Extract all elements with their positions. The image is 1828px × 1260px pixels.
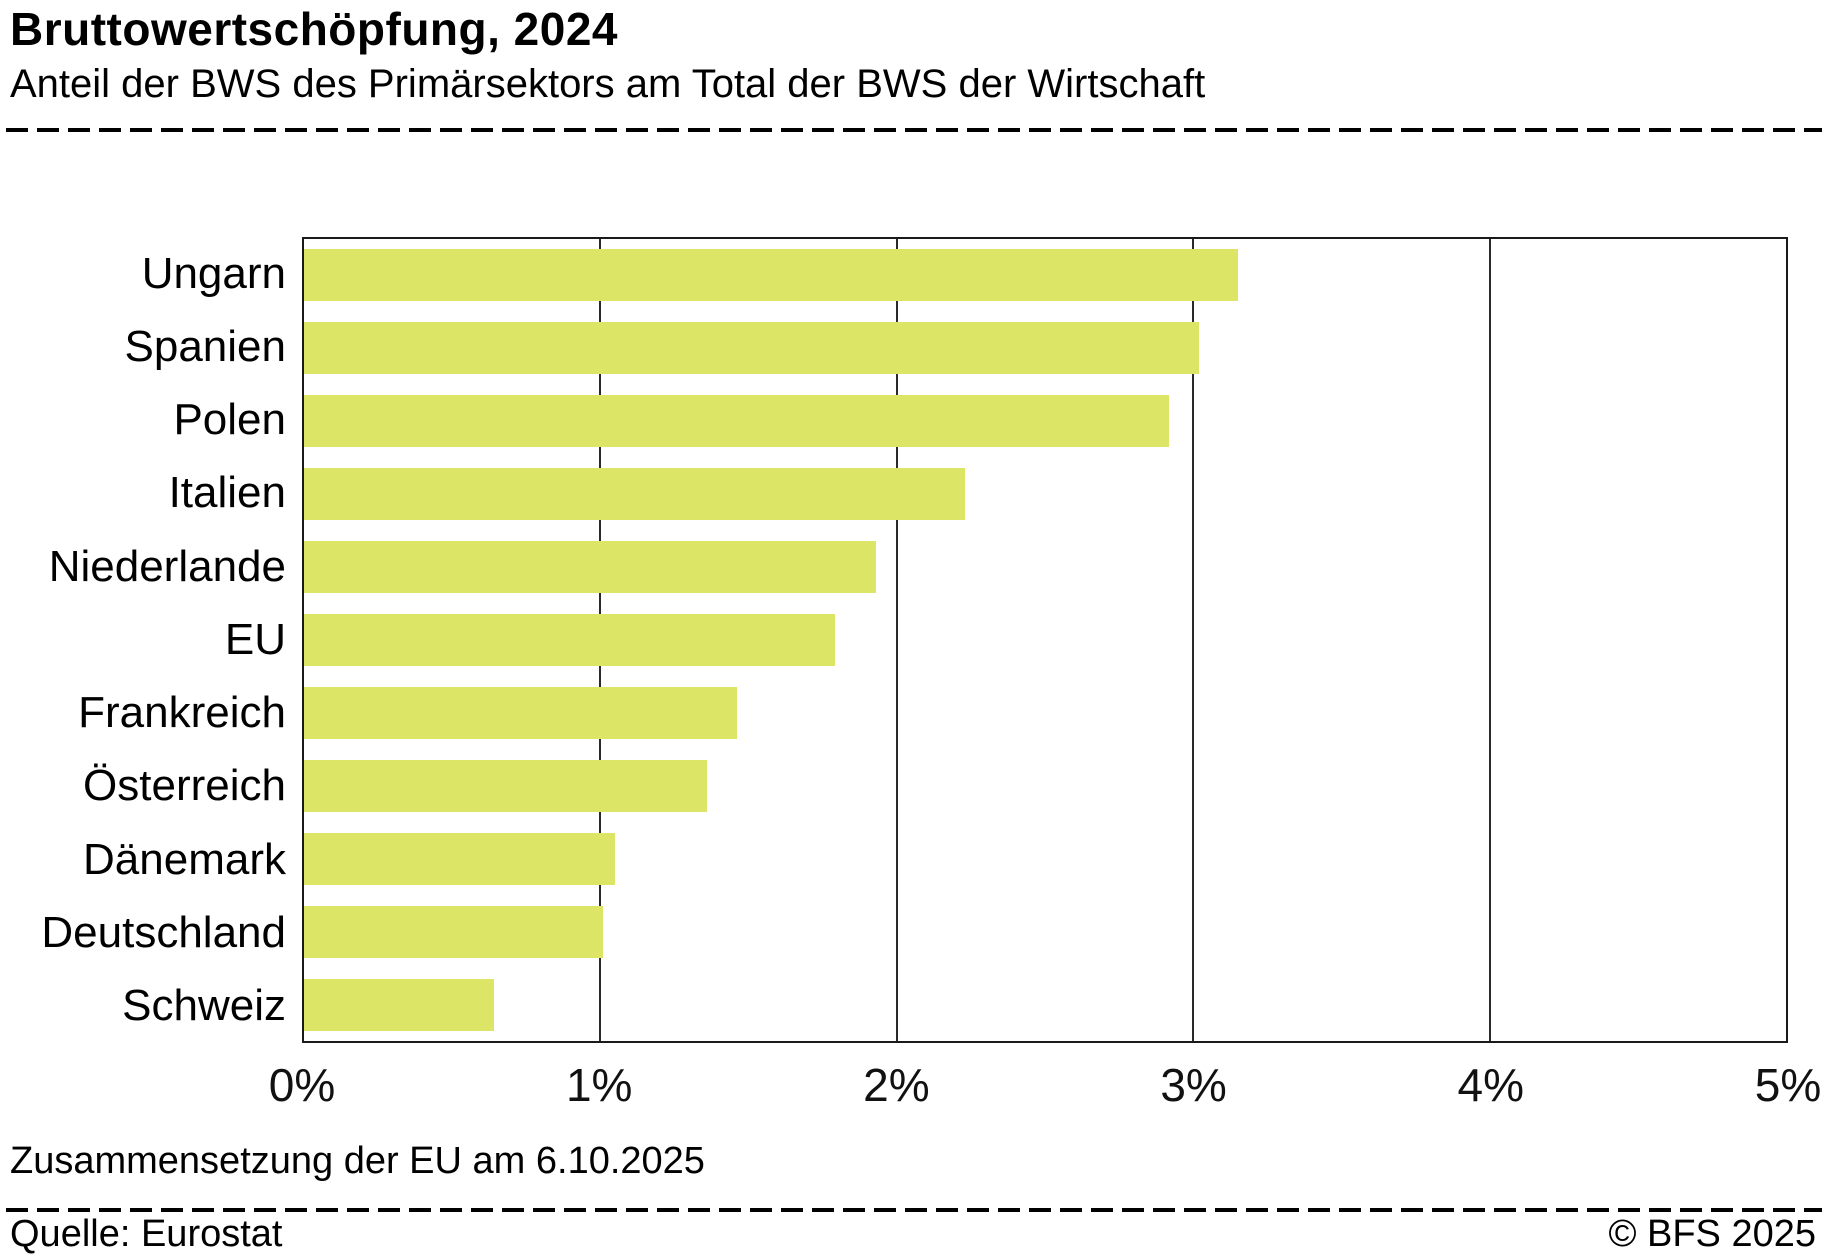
bar-row xyxy=(304,239,1786,312)
footer-divider xyxy=(6,1208,1822,1212)
bar-row xyxy=(304,604,1786,677)
page-title: Bruttowertschöpfung, 2024 xyxy=(10,3,619,55)
source-label: Quelle: Eurostat xyxy=(10,1213,283,1255)
y-label-row: Niederlande xyxy=(0,530,288,603)
gridline-2 xyxy=(895,239,898,1041)
x-tick-label: 4% xyxy=(1457,1059,1525,1111)
y-axis-label: Italien xyxy=(168,468,286,518)
bar-österreich xyxy=(304,759,708,812)
y-axis-label: Frankreich xyxy=(78,688,286,738)
bar-frankreich xyxy=(304,686,737,739)
bar-row xyxy=(304,968,1786,1041)
y-label-row: Schweiz xyxy=(0,970,288,1043)
bar-niederlande xyxy=(304,541,877,594)
header-divider xyxy=(6,128,1822,132)
bar-eu xyxy=(304,613,835,666)
y-axis-label: Deutschland xyxy=(41,908,286,958)
bar-row xyxy=(304,531,1786,604)
x-tick-label: 1% xyxy=(565,1059,633,1111)
y-axis-label: Österreich xyxy=(83,761,286,811)
bar-polen xyxy=(304,395,1170,448)
y-axis-label: Spanien xyxy=(124,321,286,371)
gridline-3 xyxy=(1192,239,1195,1041)
y-axis-label: Dänemark xyxy=(83,834,286,884)
bar-row xyxy=(304,895,1786,968)
bar-row xyxy=(304,458,1786,531)
y-axis-label: Ungarn xyxy=(141,248,286,298)
y-axis-label: EU xyxy=(224,614,286,664)
bar-row xyxy=(304,312,1786,385)
y-label-row: EU xyxy=(0,603,288,676)
x-tick-label: 2% xyxy=(863,1059,930,1111)
bar-row xyxy=(304,385,1786,458)
y-label-row: Frankreich xyxy=(0,677,288,750)
bar-spanien xyxy=(304,322,1200,375)
y-axis-label: Polen xyxy=(173,395,286,445)
y-axis-label: Schweiz xyxy=(122,981,286,1031)
plot-area xyxy=(302,237,1788,1043)
y-axis-label: Niederlande xyxy=(48,541,286,591)
footnote: Zusammensetzung der EU am 6.10.2025 xyxy=(10,1140,705,1182)
bar-italien xyxy=(304,468,965,521)
bar-row xyxy=(304,822,1786,895)
bar-row xyxy=(304,676,1786,749)
copyright-label: © BFS 2025 xyxy=(1608,1213,1816,1255)
y-label-row: Spanien xyxy=(0,310,288,383)
bar-ungarn xyxy=(304,249,1238,302)
bar-dänemark xyxy=(304,832,616,885)
page-subtitle: Anteil der BWS des Primärsektors am Tota… xyxy=(10,62,1206,106)
x-tick-label: 0% xyxy=(268,1059,336,1111)
y-label-row: Ungarn xyxy=(0,237,288,310)
y-axis-labels: Ungarn Spanien Polen Italien Niederlande EU Fr… xyxy=(0,237,288,1043)
y-label-row: Deutschland xyxy=(0,896,288,969)
bar-deutschland xyxy=(304,905,604,958)
bar-row xyxy=(304,749,1786,822)
x-tick-label: 3% xyxy=(1160,1059,1227,1111)
x-tick-label: 5% xyxy=(1754,1059,1822,1111)
gridline-4 xyxy=(1488,239,1491,1041)
y-label-row: Dänemark xyxy=(0,823,288,896)
y-label-row: Österreich xyxy=(0,750,288,823)
y-label-row: Polen xyxy=(0,384,288,457)
y-label-row: Italien xyxy=(0,457,288,530)
x-axis-ticks: 0% 1% 2% 3% 4% 5% xyxy=(269,1058,1821,1118)
bar-schweiz xyxy=(304,978,494,1031)
